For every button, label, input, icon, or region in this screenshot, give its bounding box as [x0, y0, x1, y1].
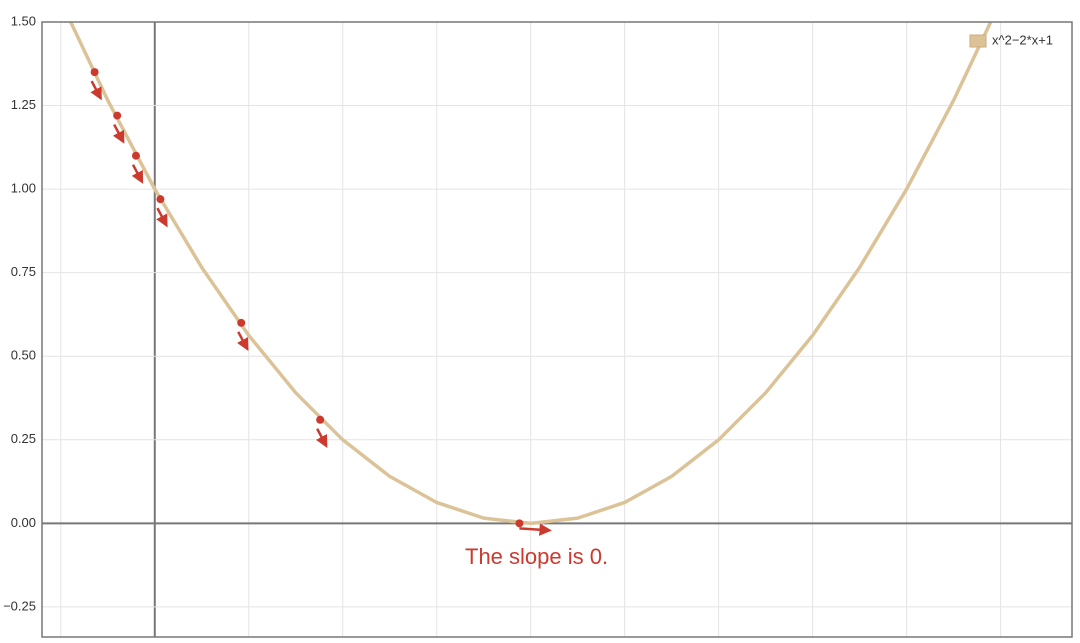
annotation-dot [131, 151, 140, 160]
annotation-arrow [237, 331, 249, 352]
plot [68, 22, 993, 526]
y-tick-label: −0.25 [3, 598, 36, 613]
grid [42, 21, 1072, 637]
annotation-dot [237, 318, 246, 327]
plot-area [42, 22, 1072, 637]
y-tick-label: 0.25 [11, 431, 36, 446]
annotation-arrow [519, 523, 552, 536]
y-tick-label: 1.00 [11, 181, 36, 196]
y-tick-label: 0.50 [11, 348, 36, 363]
legend-swatch [969, 34, 987, 48]
series-line [68, 22, 993, 526]
annotation-arrow [156, 207, 168, 228]
legend-label: x^2−2*x+1 [992, 32, 1053, 47]
annotation-arrow [131, 164, 144, 184]
annotation-dot [156, 195, 165, 204]
plot-border [41, 21, 1073, 638]
annotation-arrow [112, 124, 125, 144]
y-tick-label: 1.50 [11, 13, 36, 28]
y-tick-label: 0.75 [11, 264, 36, 279]
annotation-dot [316, 415, 325, 424]
y-tick-label: 1.25 [11, 97, 36, 112]
y-tick-label: 0.00 [11, 515, 36, 530]
annotation-arrow [90, 80, 102, 101]
annotation-dot [113, 111, 122, 120]
annotation-arrow [315, 428, 328, 448]
annotation: The slope is 0. [465, 544, 608, 569]
annotation-dot [90, 68, 99, 77]
annotation-dot [515, 519, 524, 528]
